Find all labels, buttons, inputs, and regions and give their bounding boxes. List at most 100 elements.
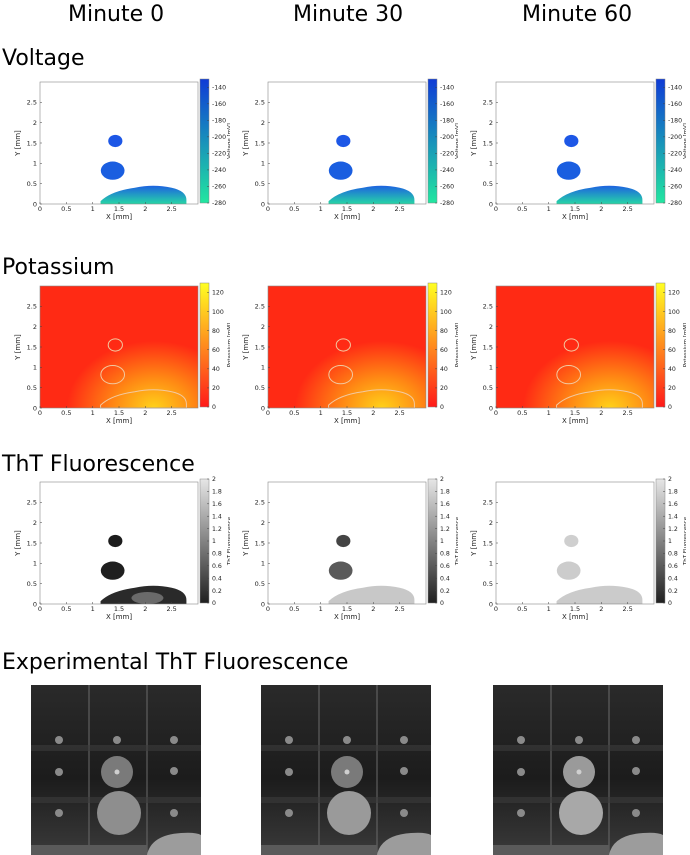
x-tick-label: 2.5 bbox=[622, 605, 632, 613]
x-axis-label: X [mm] bbox=[562, 417, 588, 425]
x-tick-label: 0 bbox=[494, 605, 498, 613]
colorbar-tick-label: 120 bbox=[212, 290, 224, 297]
row-title-tht: ThT Fluorescence bbox=[2, 452, 195, 477]
y-tick-label: 0 bbox=[261, 404, 265, 412]
y-tick-label: 0.5 bbox=[483, 384, 493, 392]
x-tick-label: 0.5 bbox=[289, 205, 299, 213]
colorbar-tick-label: -260 bbox=[440, 184, 454, 191]
colony-small bbox=[336, 534, 351, 548]
small-colony bbox=[517, 809, 525, 817]
colorbar-tick-label: 0.2 bbox=[440, 588, 450, 595]
colorbar-label: ThT Fluorescence bbox=[683, 516, 686, 566]
heatmap-potassium-minute-60: 0 0.5 1 1.5 2 2.5 0 0.5 1 1.5 2 2.5 X [mm] Y [mm] 120 1… bbox=[470, 282, 686, 425]
y-tick-label: 0.5 bbox=[27, 180, 37, 188]
small-colony bbox=[285, 736, 293, 744]
colorbar-tick-label: -280 bbox=[668, 200, 682, 207]
y-axis-label: Y [mm] bbox=[14, 530, 22, 557]
x-tick-label: 1 bbox=[547, 605, 551, 613]
y-tick-label: 0 bbox=[33, 404, 37, 412]
x-tick-label: 2.5 bbox=[166, 409, 176, 417]
tile-band bbox=[493, 745, 663, 751]
x-tick-label: 1.5 bbox=[342, 205, 352, 213]
y-tick-label: 2.5 bbox=[483, 499, 493, 507]
x-tick-label: 1.5 bbox=[342, 409, 352, 417]
colorbar-tick-label: 1.8 bbox=[668, 489, 678, 496]
colorbar-tick-label: 1.6 bbox=[212, 501, 222, 508]
colony-bottom-core bbox=[131, 592, 164, 604]
y-tick-label: 1.5 bbox=[27, 139, 37, 147]
colorbar-tick-label: -240 bbox=[440, 167, 454, 174]
colorbar-tick-label: 1.6 bbox=[440, 501, 450, 508]
colorbar-tick-label: -280 bbox=[440, 200, 454, 207]
colorbar-tick-label: -240 bbox=[668, 167, 682, 174]
small-colony bbox=[55, 768, 63, 776]
colony-small bbox=[564, 534, 579, 548]
x-tick-label: 1.5 bbox=[114, 605, 124, 613]
x-tick-label: 0 bbox=[266, 205, 270, 213]
y-tick-label: 1 bbox=[489, 364, 493, 372]
y-tick-label: 1 bbox=[33, 560, 37, 568]
small-colony bbox=[400, 809, 408, 817]
x-tick-label: 2 bbox=[371, 205, 375, 213]
small-colony bbox=[113, 736, 121, 744]
heatmap-voltage-minute-60: 0 0.5 1 1.5 2 2.5 0 0.5 1 1.5 2 2.5 X [mm] Y [mm] -140… bbox=[470, 78, 686, 221]
colorbar-tick-label: 0.6 bbox=[212, 563, 222, 570]
y-tick-label: 2.5 bbox=[27, 303, 37, 311]
bottom-glow bbox=[261, 845, 377, 855]
colorbar-tick-label: 1 bbox=[440, 538, 444, 545]
y-axis-label: Y [mm] bbox=[14, 334, 22, 361]
small-colony bbox=[632, 767, 640, 775]
colorbar-tick-label: -200 bbox=[440, 134, 454, 141]
y-tick-label: 1.5 bbox=[255, 539, 265, 547]
colorbar-tick-label: 100 bbox=[668, 309, 680, 316]
colorbar-tick-label: 40 bbox=[668, 366, 676, 373]
bottom-glow bbox=[31, 845, 147, 855]
colorbar-tick-label: 1.4 bbox=[668, 513, 678, 520]
y-tick-label: 2.5 bbox=[27, 499, 37, 507]
colorbar-tick-label: 1.8 bbox=[212, 489, 222, 496]
y-tick-label: 1 bbox=[261, 560, 265, 568]
colorbar-tick-label: -180 bbox=[440, 118, 454, 125]
heatmap-field bbox=[496, 286, 654, 408]
colony-bottom bbox=[556, 185, 643, 204]
colorbar-tick-label: -160 bbox=[668, 101, 682, 108]
colony-outline bbox=[556, 365, 582, 385]
column-title-minute-0: Minute 0 bbox=[68, 2, 165, 27]
x-tick-label: 0 bbox=[494, 205, 498, 213]
x-tick-label: 1 bbox=[547, 409, 551, 417]
y-tick-label: 2 bbox=[261, 519, 265, 527]
y-axis-label: Y [mm] bbox=[242, 334, 250, 361]
colorbar-tick-label: 1.4 bbox=[212, 513, 222, 520]
x-axis-label: X [mm] bbox=[562, 213, 588, 221]
y-axis-label: Y [mm] bbox=[470, 130, 478, 157]
small-colony bbox=[632, 809, 640, 817]
colorbar-tick-label: 0.8 bbox=[212, 551, 222, 558]
small-colony bbox=[517, 736, 525, 744]
x-tick-label: 1 bbox=[91, 605, 95, 613]
x-tick-label: 2.5 bbox=[394, 409, 404, 417]
colorbar-tick-label: -160 bbox=[212, 101, 226, 108]
small-colony bbox=[170, 736, 178, 744]
x-tick-label: 1 bbox=[319, 409, 323, 417]
colorbar-label: Potassium [mM] bbox=[227, 323, 230, 367]
colony-outline bbox=[563, 338, 579, 352]
colorbar-tick-label: 0 bbox=[440, 404, 444, 411]
colorbar-tick-label: 80 bbox=[668, 328, 676, 335]
colony-middle bbox=[328, 561, 353, 580]
colorbar-tick-label: 0.4 bbox=[212, 575, 222, 582]
colony-outline bbox=[335, 338, 351, 352]
colorbar bbox=[655, 78, 666, 204]
colorbar-tick-label: 2 bbox=[212, 476, 216, 483]
y-tick-label: 2 bbox=[261, 119, 265, 127]
x-tick-label: 2.5 bbox=[166, 605, 176, 613]
colony-small bbox=[108, 534, 123, 548]
colorbar-tick-label: -280 bbox=[212, 200, 226, 207]
colony-middle bbox=[100, 561, 125, 580]
x-tick-label: 2 bbox=[599, 409, 603, 417]
colorbar-tick-label: 0.8 bbox=[440, 551, 450, 558]
colorbar-tick-label: 0.4 bbox=[668, 575, 678, 582]
colorbar bbox=[199, 78, 210, 204]
colorbar-tick-label: -180 bbox=[212, 118, 226, 125]
heatmap-voltage-minute-0: 0 0.5 1 1.5 2 2.5 0 0.5 1 1.5 2 2.5 X [mm] Y [mm] -140… bbox=[14, 78, 230, 221]
x-tick-label: 0.5 bbox=[61, 205, 71, 213]
